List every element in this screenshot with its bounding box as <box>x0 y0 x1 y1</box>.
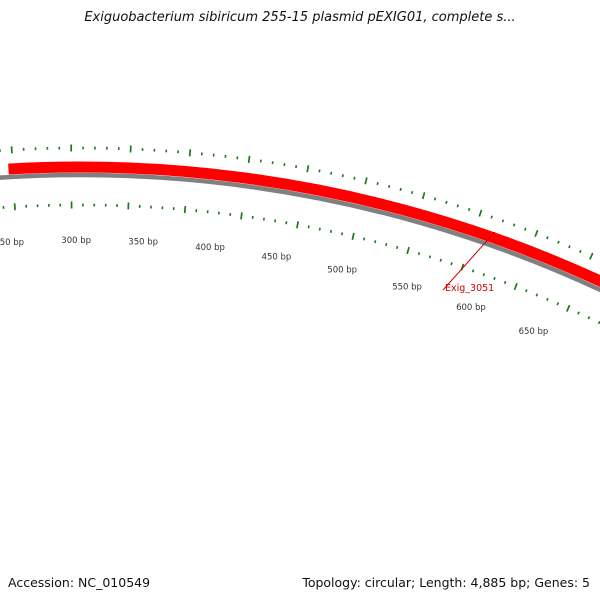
minor-tick <box>417 252 421 256</box>
outer-tick-ring <box>0 144 594 260</box>
minor-tick <box>503 280 507 285</box>
minor-tick <box>525 289 528 293</box>
position-label: 550 bp <box>392 283 422 293</box>
position-label: 500 bp <box>327 266 357 276</box>
major-tick <box>534 229 539 237</box>
minor-tick <box>329 229 333 233</box>
minor-tick <box>501 219 505 223</box>
minor-tick <box>535 293 539 297</box>
minor-tick <box>433 197 437 201</box>
minor-tick <box>445 200 448 204</box>
minor-tick <box>330 171 333 175</box>
minor-tick <box>376 182 379 186</box>
major-tick <box>478 209 483 217</box>
minor-tick <box>318 227 321 231</box>
minor-tick <box>341 174 344 178</box>
minor-tick <box>587 316 591 320</box>
minor-tick <box>512 223 516 227</box>
plasmid-backbone <box>0 172 600 293</box>
map-title: Exiguobacterium sibiricum 255-15 plasmid… <box>84 10 516 25</box>
minor-tick <box>493 276 496 281</box>
minor-tick <box>579 249 582 254</box>
major-tick <box>183 206 187 214</box>
minor-tick <box>318 169 321 173</box>
major-tick <box>240 212 243 220</box>
minor-tick <box>556 302 560 306</box>
minor-tick <box>340 232 344 236</box>
minor-tick <box>307 225 310 229</box>
minor-tick <box>388 184 391 189</box>
position-label: 300 bp <box>61 236 91 246</box>
major-tick <box>406 246 410 255</box>
minor-tick <box>471 269 475 273</box>
topology-summary: Topology: circular; Length: 4,885 bp; Ge… <box>302 575 590 590</box>
minor-tick <box>524 227 527 231</box>
minor-tick <box>353 176 356 180</box>
minor-tick <box>363 237 366 241</box>
minor-tick <box>399 187 402 191</box>
minor-tick <box>374 240 377 244</box>
major-tick <box>306 165 310 173</box>
position-label: 450 bp <box>262 253 292 263</box>
position-label: 600 bp <box>456 303 486 313</box>
position-label: 400 bp <box>195 243 225 253</box>
minor-tick <box>411 190 414 195</box>
minor-tick <box>568 245 571 249</box>
gene-label-leader-line <box>442 231 496 291</box>
major-tick <box>364 177 368 185</box>
major-tick <box>566 304 571 312</box>
position-labels: 250 bp 300 bp 350 bp 400 bp 450 bp 500 bp 550 … <box>0 236 548 337</box>
minor-tick <box>396 245 399 250</box>
minor-tick <box>439 258 442 262</box>
minor-tick <box>450 262 453 266</box>
gene-label-exig-3051[interactable]: Exig_3051 <box>445 283 494 294</box>
major-tick <box>296 221 299 229</box>
major-tick <box>589 252 594 260</box>
major-tick <box>513 282 518 291</box>
minor-tick <box>428 255 432 259</box>
minor-tick <box>546 297 549 301</box>
minor-tick <box>546 236 549 240</box>
major-tick <box>188 149 192 157</box>
position-label: 250 bp <box>0 238 24 248</box>
minor-tick <box>467 207 471 212</box>
minor-tick <box>456 204 459 208</box>
position-label: 350 bp <box>128 238 158 248</box>
minor-tick <box>557 240 560 244</box>
major-tick <box>351 232 355 240</box>
major-tick <box>247 155 251 163</box>
minor-tick <box>385 242 388 247</box>
position-label: 650 bp <box>519 327 549 337</box>
accession-text: Accession: NC_010549 <box>8 575 151 590</box>
gene-exig-3051[interactable] <box>8 161 600 458</box>
minor-tick <box>577 311 580 315</box>
inner-tick-ring <box>2 201 600 325</box>
minor-tick <box>482 273 486 277</box>
minor-tick <box>490 215 493 219</box>
major-tick <box>421 192 426 200</box>
